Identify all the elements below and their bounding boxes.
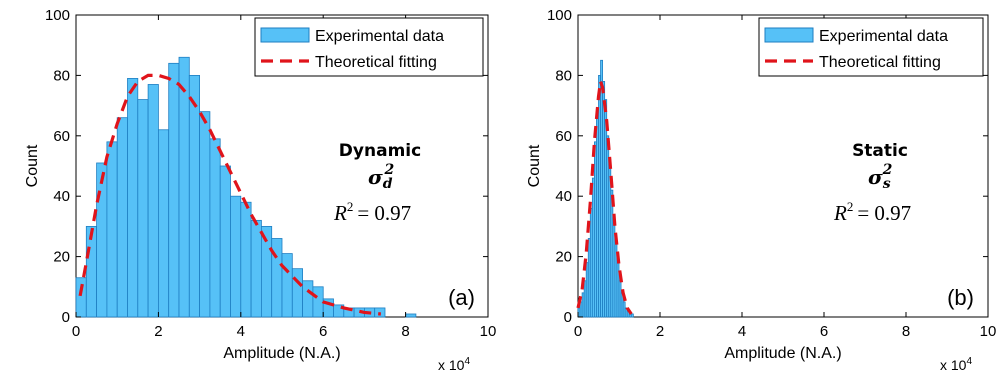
x-axis-multiplier: x 104 [940, 356, 972, 373]
annotation-r2: R2 = 0.97 [833, 199, 911, 225]
histogram-bar [85, 225, 98, 318]
x-tick-label: 10 [980, 323, 997, 340]
annotation-title: Static [852, 141, 908, 161]
histogram-bar [250, 219, 262, 318]
histogram-bar [240, 201, 252, 318]
x-tick-label: 0 [72, 323, 80, 340]
histogram-bar [219, 165, 231, 318]
annotation-r2-value: = 0.97 [857, 201, 911, 225]
x-tick-label: 6 [820, 323, 828, 340]
legend-label: Theoretical fitting [315, 54, 437, 71]
annotation-sigma-superscript: 2 [384, 162, 395, 178]
fit-curve [78, 73, 382, 316]
histogram-bar [147, 84, 159, 318]
y-tick-label: 80 [53, 67, 70, 84]
y-tick-label: 100 [45, 7, 70, 24]
x-axis-multiplier-exponent: 4 [464, 356, 470, 367]
annotation-r2-value: = 0.97 [357, 201, 411, 225]
histogram-bar [127, 78, 139, 318]
y-tick-label: 20 [53, 249, 70, 266]
y-axis-label: Count [526, 144, 543, 187]
annotation-sigma-subscript: d [383, 176, 393, 192]
histogram-bar [157, 129, 170, 318]
annotation-r2: R2 = 0.97 [333, 199, 411, 225]
histogram-bar [188, 75, 201, 318]
histogram-bar [96, 162, 108, 318]
legend-swatch-bar [764, 27, 814, 43]
annotation-sigma: σd2 [368, 162, 395, 192]
x-tick-label: 2 [154, 323, 162, 340]
x-tick-label: 4 [237, 323, 245, 340]
x-tick-label: 4 [738, 323, 746, 340]
y-tick-label: 60 [53, 128, 70, 145]
panel-label: (a) [448, 285, 475, 310]
histogram-bar [137, 99, 149, 318]
y-tick-label: 60 [555, 128, 572, 145]
histogram-bar [312, 286, 324, 318]
histogram-bar [291, 268, 303, 318]
x-tick-label: 0 [574, 323, 582, 340]
histogram-bar [281, 253, 293, 318]
legend: Experimental data Theoretical fitting [758, 17, 984, 77]
annotation-sigma-symbol: σ [868, 165, 883, 189]
histogram-bar [230, 195, 242, 318]
annotation-title: Dynamic [339, 141, 421, 161]
x-axis-multiplier-exponent: 4 [966, 356, 972, 367]
x-tick-label: 6 [319, 323, 327, 340]
legend-label: Experimental data [819, 28, 948, 45]
legend-label: Experimental data [315, 28, 444, 45]
annotation-r2-symbol: R [833, 201, 847, 225]
y-tick-label: 0 [564, 309, 572, 326]
x-axis-label: Amplitude (N.A.) [223, 345, 340, 362]
histogram-bar [168, 62, 180, 318]
y-tick-label: 40 [555, 188, 572, 205]
annotation-sigma-subscript: s [883, 176, 891, 192]
y-tick-label: 80 [555, 67, 572, 84]
histogram-bar [178, 56, 190, 318]
histogram-bar [116, 117, 128, 318]
x-tick-label: 2 [656, 323, 664, 340]
x-axis-multiplier: x 104 [438, 356, 470, 373]
annotation-r2-superscript: 2 [847, 199, 854, 214]
histogram-bar [209, 138, 221, 318]
legend-swatch-bar [260, 27, 310, 43]
histogram-bar [75, 277, 87, 318]
fit-curve [576, 80, 633, 315]
x-axis-label: Amplitude (N.A.) [724, 345, 841, 362]
histogram-bar [405, 313, 417, 318]
x-tick-label: 10 [480, 323, 497, 340]
y-tick-label: 20 [555, 249, 572, 266]
x-axis-multiplier-base: x 10 [940, 357, 967, 373]
y-tick-label: 100 [547, 7, 572, 24]
y-tick-label: 0 [62, 309, 70, 326]
x-tick-label: 8 [401, 323, 409, 340]
histogram-bar [199, 111, 211, 318]
histogram-bar [302, 280, 314, 318]
panel-label: (b) [947, 285, 974, 310]
histogram-bar [630, 313, 634, 318]
y-axis-label: Count [24, 144, 41, 187]
x-axis-multiplier-base: x 10 [438, 357, 465, 373]
annotation-sigma-symbol: σ [368, 165, 383, 189]
annotation-r2-superscript: 2 [347, 199, 354, 214]
legend: Experimental data Theoretical fitting [254, 17, 484, 77]
annotation-sigma-superscript: 2 [882, 162, 893, 178]
x-tick-label: 8 [902, 323, 910, 340]
legend-label: Theoretical fitting [819, 54, 941, 71]
y-tick-label: 40 [53, 188, 70, 205]
histogram-bar [106, 141, 118, 318]
annotation-r2-symbol: R [333, 201, 347, 225]
annotation-sigma: σs2 [868, 162, 893, 192]
